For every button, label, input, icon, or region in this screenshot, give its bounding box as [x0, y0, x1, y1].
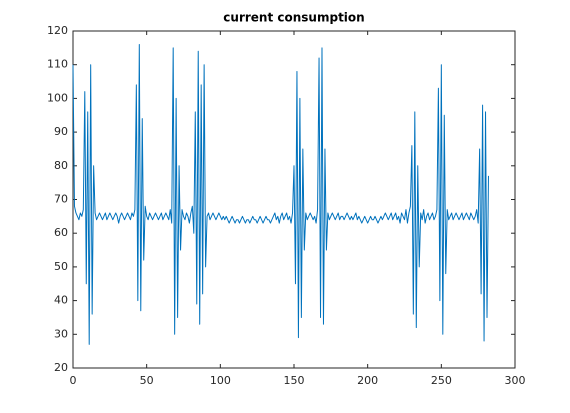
- x-tick-label: 250: [431, 374, 452, 387]
- y-tick-label: 30: [54, 327, 68, 340]
- data-line: [72, 43, 489, 345]
- y-tick-label: 90: [54, 125, 68, 138]
- y-tick-label: 60: [54, 226, 68, 239]
- y-tick-label: 40: [54, 294, 68, 307]
- chart-title: current consumption: [223, 11, 364, 25]
- x-tick-label: 0: [70, 374, 77, 387]
- x-tick-label: 100: [210, 374, 231, 387]
- y-tick-label: 50: [54, 260, 68, 273]
- y-tick-label: 110: [47, 58, 68, 71]
- y-tick-label: 120: [47, 24, 68, 37]
- y-tick-label: 20: [54, 361, 68, 374]
- y-tick-label: 70: [54, 193, 68, 206]
- x-tick-label: 150: [284, 374, 305, 387]
- y-tick-label: 80: [54, 159, 68, 172]
- x-tick-label: 200: [357, 374, 378, 387]
- x-tick-label: 50: [140, 374, 154, 387]
- y-tick-label: 100: [47, 91, 68, 104]
- x-tick-label: 300: [505, 374, 526, 387]
